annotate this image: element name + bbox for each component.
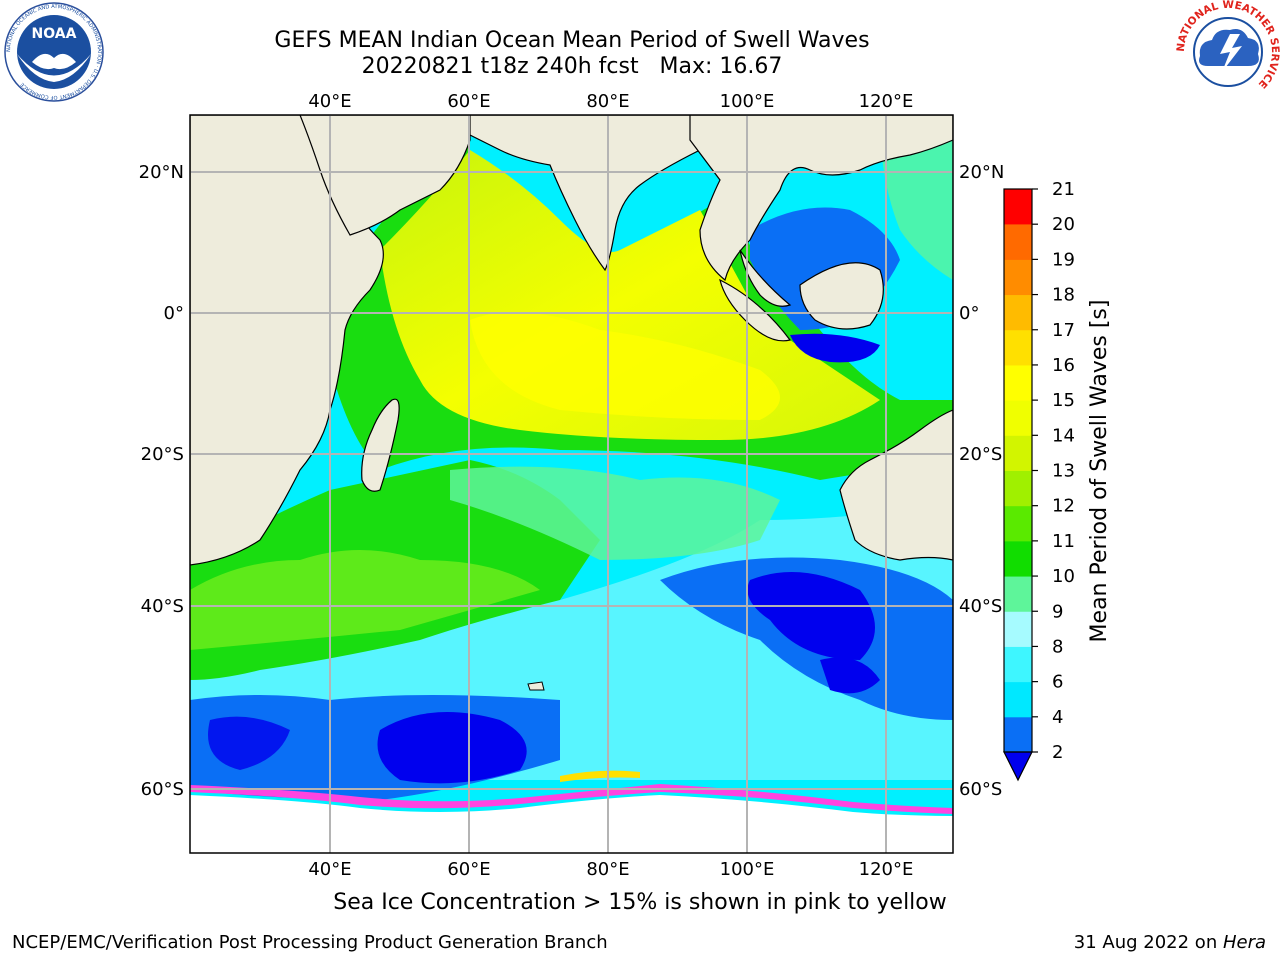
lat-label-right: 40°S	[959, 596, 1002, 617]
kerguelen-land	[527, 681, 545, 691]
noaa-logo-text: NOAA	[32, 26, 77, 42]
map-title: GEFS MEAN Indian Ocean Mean Period of Sw…	[274, 28, 870, 53]
yellow-core	[470, 312, 780, 420]
colorbar-tick-label: 17	[1052, 320, 1075, 341]
colorbar-under-arrow	[1003, 751, 1033, 782]
colorbar-tick-label: 4	[1052, 707, 1063, 728]
colorbar-tick-label: 15	[1052, 390, 1075, 411]
footer-date: 31 Aug 2022 on Hera	[1074, 932, 1266, 953]
colorbar-tick-label: 18	[1052, 285, 1075, 306]
colorbar-segment	[1004, 435, 1032, 471]
colorbar-tick-label: 19	[1052, 249, 1075, 270]
lat-label-left: 60°S	[141, 779, 184, 800]
sea-ice-note: Sea Ice Concentration > 15% is shown in …	[333, 890, 947, 915]
java-sea-deep	[790, 333, 880, 363]
lat-label-left: 20°N	[139, 162, 184, 183]
colorbar-tick-label: 20	[1052, 214, 1075, 235]
colorbar-segment	[1004, 259, 1032, 296]
noaa-logo: NOAA NATIONAL OCEANIC AND ATMOSPHERIC AD…	[4, 2, 104, 102]
lat-label-right: 60°S	[959, 779, 1002, 800]
axis-labels: 40°E 40°E 60°E 60°E 80°E 80°E 100°E 100°E 120°E 1…	[139, 91, 1005, 880]
colorbar-segment	[1004, 576, 1032, 612]
australia-land	[839, 409, 953, 561]
se-asia-land	[689, 115, 953, 282]
colorbar-tick-label: 21	[1052, 179, 1075, 200]
east-green-patch	[880, 120, 953, 280]
footer-host: Hera	[1222, 932, 1266, 953]
colorbar-tick-label: 11	[1052, 531, 1075, 552]
lat-label-left: 0°	[164, 303, 184, 324]
lat-label-left: 20°S	[141, 444, 184, 465]
colorbar-segment	[1004, 716, 1032, 753]
lat-label-right: 0°	[959, 303, 979, 324]
colorbar-segment	[1004, 540, 1032, 577]
lon-label-top: 60°E	[447, 91, 490, 112]
colorbar-segment	[1004, 611, 1032, 647]
colorbar-segment	[1004, 224, 1032, 260]
colorbar-tick-label: 10	[1052, 566, 1075, 587]
colorbar-segment	[1004, 400, 1032, 436]
colorbar-tick-label: 14	[1052, 425, 1075, 446]
sea-ice-fringe	[190, 784, 953, 814]
deep-blue-patch-3	[747, 572, 875, 660]
map-frame	[189, 114, 954, 854]
colorbar-segment	[1004, 294, 1032, 331]
lat-label-right: 20°N	[959, 162, 1004, 183]
colorbar-segment	[1004, 329, 1032, 366]
colorbar-segment	[1004, 646, 1032, 683]
lon-label-bottom: 120°E	[859, 859, 914, 880]
colorbar-segment-top	[1004, 189, 1032, 225]
map-subtitle: 20220821 t18z 240h fcst Max: 16.67	[361, 54, 783, 79]
sea-ice-yellow	[560, 770, 640, 782]
lat-label-left: 40°S	[141, 596, 184, 617]
colorbar-tick-label: 8	[1052, 636, 1063, 657]
lon-label-bottom: 80°E	[586, 859, 629, 880]
colorbar-tick-label: 2	[1052, 742, 1063, 763]
sumatra-land	[719, 278, 792, 342]
lon-label-bottom: 100°E	[720, 859, 775, 880]
map-plot	[190, 115, 953, 853]
colorbar-tick-label: 9	[1052, 601, 1063, 622]
lime-region	[190, 550, 540, 650]
footer-branch: NCEP/EMC/Verification Post Processing Pr…	[12, 932, 608, 953]
nws-logo: NATIONAL WEATHER SERVICE	[1176, 0, 1280, 102]
deep-blue-patch-2	[208, 716, 290, 770]
colorbar-segment	[1004, 470, 1032, 507]
colorbar-tick-label: 16	[1052, 355, 1075, 376]
colorbar-segment	[1004, 505, 1032, 542]
colorbar-tick-label: 13	[1052, 461, 1075, 482]
graticule	[190, 115, 953, 853]
colorbar-segment	[1004, 681, 1032, 718]
mint-region	[450, 466, 780, 560]
lon-label-top: 40°E	[308, 91, 351, 112]
colorbar-tick-label: 6	[1052, 672, 1063, 693]
lon-label-top: 100°E	[720, 91, 775, 112]
lon-label-top: 80°E	[586, 91, 629, 112]
colorbar-label: Mean Period of Swell Waves [s]	[1087, 300, 1112, 643]
deep-blue-patch-4	[820, 657, 880, 694]
madagascar-land	[361, 398, 400, 492]
lon-label-bottom: 60°E	[447, 859, 490, 880]
lon-label-bottom: 40°E	[308, 859, 351, 880]
arabia-land	[299, 115, 471, 236]
lat-label-right: 20°S	[959, 444, 1002, 465]
colorbar-segment	[1004, 364, 1032, 401]
footer-date-text: 31 Aug 2022 on	[1073, 932, 1223, 953]
colorbar: 2 4 6 8 9 10 11 12 13 14 15 16 17 18 19 20 21	[1003, 179, 1075, 782]
india-land	[469, 115, 701, 272]
deep-blue-patch-1	[377, 712, 527, 784]
lon-label-top: 120°E	[859, 91, 914, 112]
colorbar-tick-label: 12	[1052, 496, 1075, 517]
antarctic-ice-white	[190, 795, 953, 853]
